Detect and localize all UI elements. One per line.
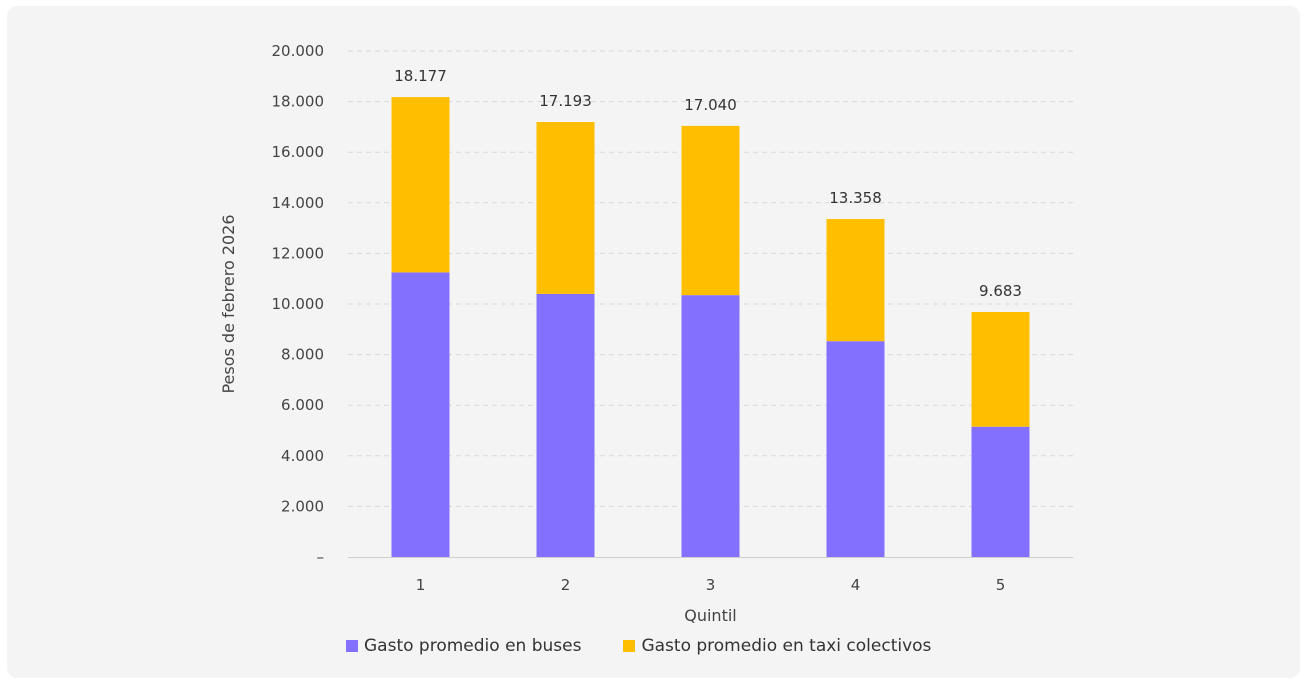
- bar-segment-series0-cat1: [536, 293, 595, 557]
- bar-segment-series0-cat2: [681, 295, 740, 557]
- y-tick-label: 14.000: [272, 194, 325, 212]
- x-tick-label: 2: [561, 576, 571, 594]
- total-data-label: 13.358: [829, 189, 882, 207]
- bar-segment-series1-cat1: [536, 122, 595, 294]
- legend-item-taxi: Gasto promedio en taxi colectivos: [623, 636, 931, 656]
- legend: Gasto promedio en buses Gasto promedio e…: [346, 636, 931, 656]
- y-tick-label: 18.000: [272, 93, 325, 111]
- total-data-label: 9.683: [979, 282, 1022, 300]
- y-tick-label: 2.000: [281, 497, 324, 515]
- y-tick-label: 4.000: [281, 447, 324, 465]
- x-tick-labels: 1 2 3 4 5: [416, 576, 1006, 594]
- bar-segment-series1-cat3: [826, 219, 885, 342]
- y-tick-label: 10.000: [272, 295, 325, 313]
- bars: [391, 97, 1030, 557]
- y-axis-label: Pesos de febrero 2026: [219, 214, 238, 393]
- legend-label-buses: Gasto promedio en buses: [364, 636, 582, 656]
- x-tick-label: 1: [416, 576, 426, 594]
- total-data-labels: 18.177 17.193 17.040 13.358 9.683: [394, 67, 1022, 300]
- bar-segment-series0-cat3: [826, 341, 885, 557]
- chart-panel: [7, 6, 1300, 678]
- y-tick-label: –: [317, 548, 325, 566]
- total-data-label: 18.177: [394, 67, 447, 85]
- bar-segment-series1-cat2: [681, 125, 740, 296]
- legend-item-buses: Gasto promedio en buses: [346, 636, 581, 656]
- bar-segment-series0-cat4: [971, 426, 1030, 557]
- x-axis-label: Quintil: [684, 606, 736, 625]
- bar-segment-series0-cat0: [391, 272, 450, 557]
- x-tick-label: 4: [851, 576, 861, 594]
- bar-segment-series1-cat0: [391, 97, 450, 273]
- y-tick-labels: – 2.000 4.000 6.000 8.000 10.000 12.000 14.000 1…: [272, 42, 325, 566]
- y-tick-label: 20.000: [272, 42, 325, 60]
- y-tick-label: 12.000: [272, 244, 325, 262]
- legend-label-taxi: Gasto promedio en taxi colectivos: [641, 636, 932, 656]
- total-data-label: 17.040: [684, 96, 737, 114]
- y-tick-label: 6.000: [281, 396, 324, 414]
- x-tick-label: 5: [996, 576, 1006, 594]
- y-tick-label: 16.000: [272, 143, 325, 161]
- x-tick-label: 3: [706, 576, 716, 594]
- total-data-label: 17.193: [539, 92, 592, 110]
- y-tick-label: 8.000: [281, 346, 324, 364]
- bar-segment-series1-cat4: [971, 312, 1030, 427]
- legend-swatch-buses: [346, 640, 358, 652]
- legend-swatch-taxi: [623, 640, 636, 652]
